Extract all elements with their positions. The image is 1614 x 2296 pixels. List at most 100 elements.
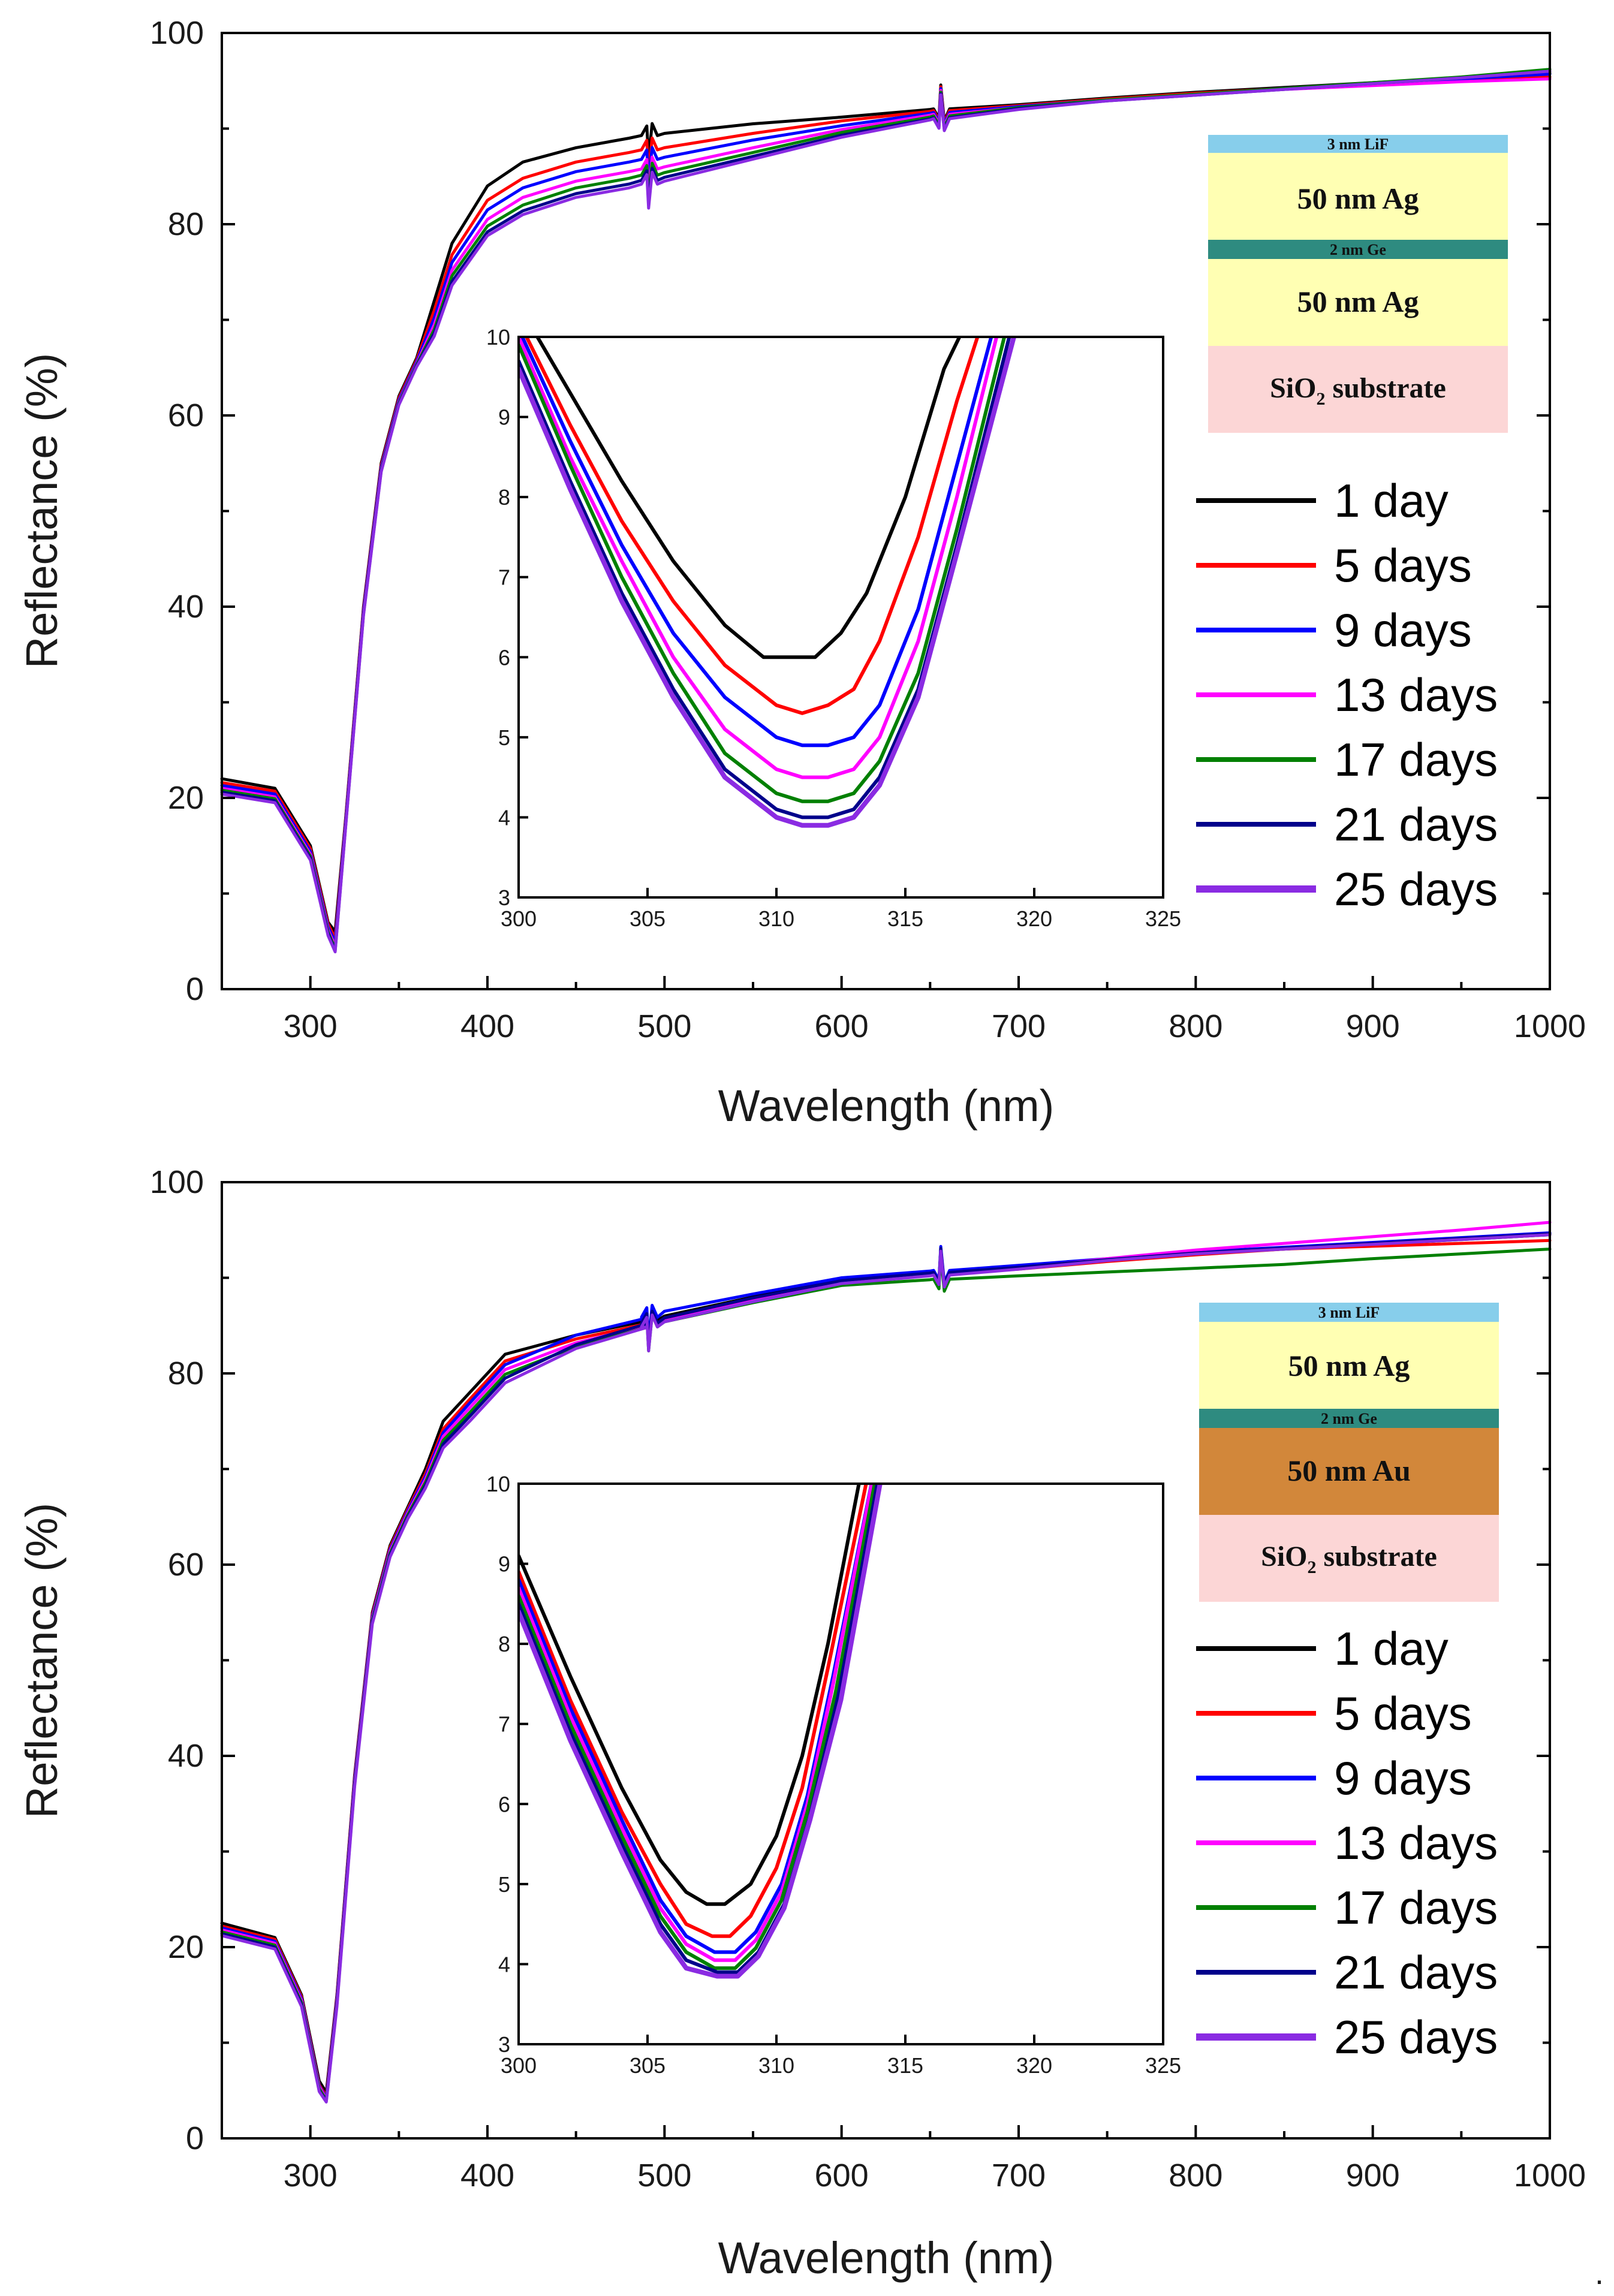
y-tick-label: 60: [168, 397, 204, 433]
x-tick-label: 1000: [1514, 1008, 1586, 1044]
layer-ge-top: [1208, 240, 1508, 259]
legend-label-5: 17 days: [1334, 733, 1498, 786]
layer-substrate-label-bottom: SiO2 substrate: [1261, 1541, 1437, 1577]
inset-y-tick-label: 8: [498, 1632, 510, 1656]
inset-y-tick-label: 7: [498, 1712, 510, 1737]
y-tick-label: 40: [168, 1738, 204, 1774]
inset-series-group-top: [519, 337, 1017, 828]
inset-y-tick-label: 4: [498, 805, 510, 830]
y-tick-label: 80: [168, 206, 204, 242]
inset-x-tick-label: 310: [758, 2053, 794, 2078]
inset-series-line-5: [519, 337, 1007, 803]
inset-y-tick-label: 6: [498, 645, 510, 670]
inset-y-tick-label: 4: [498, 1952, 510, 1976]
layer-substrate-bottom: [1199, 1515, 1499, 1602]
inset-x-tick-label: 320: [1016, 906, 1052, 931]
inset-series-group-bottom: [519, 1484, 883, 1979]
y-tick-label: 20: [168, 1929, 204, 1965]
layer-stack-bottom: 3 nm LiF 50 nm Ag 2 nm Ge 50 nm Au SiO2 …: [1199, 1303, 1499, 1602]
axis-ticks-bottom: 300 400 500 600 700 800 900 1000 0 20 40 60 80 100: [150, 1164, 1586, 2193]
inset-series-line-1: [519, 1484, 861, 1906]
inset-series-line-4: [519, 1484, 874, 1962]
layer-ge-label-top: 2 nm Ge: [1330, 241, 1386, 258]
layer-ag-label-bottom: 50 nm Ag: [1288, 1349, 1410, 1382]
layer-ag1-label-top: 50 nm Ag: [1297, 182, 1419, 215]
footer-mark: .: [1595, 2255, 1604, 2291]
legend-label-7: 25 days: [1334, 2011, 1498, 2063]
legend-label-1: 1 day: [1334, 1622, 1449, 1675]
panel-top: 300 400 500 600 700 800 900 1000 0 20 40 60 80 100 Wa…: [17, 15, 1586, 1131]
inset-y-tick-label: 10: [486, 325, 510, 349]
layer-lif-top: [1208, 135, 1508, 153]
inset-series-line-2: [524, 337, 980, 715]
series-line-7: [220, 1233, 1552, 2104]
panel-bottom: 300 400 500 600 700 800 900 1000 0 20 40 60 80 100 Wa…: [17, 1164, 1586, 2283]
inset-y-tick-label: 3: [498, 885, 510, 910]
legend-label-4: 13 days: [1334, 668, 1498, 721]
legend-label-6: 21 days: [1334, 1946, 1498, 1999]
inset-y-tick-label: 7: [498, 565, 510, 590]
legend-label-4: 13 days: [1334, 1816, 1498, 1869]
x-tick-label: 300: [284, 1008, 338, 1044]
x-tick-label: 700: [992, 2158, 1046, 2193]
inset-top: 300 305 310 315 320 325 3 4 5 6 7 8 9 10: [486, 325, 1181, 931]
inset-frame-top: [517, 336, 1164, 899]
inset-series-line-5: [519, 1484, 877, 1970]
legend-label-6: 21 days: [1334, 798, 1498, 851]
main-series-group-top: [220, 68, 1552, 954]
inset-series-clip: [519, 337, 1017, 828]
inset-y-tick-label: 5: [498, 1872, 510, 1897]
layer-ge-bottom: [1199, 1409, 1499, 1428]
legend-bottom: 1 day 5 days 9 days 13 days 17 days 21 days 25…: [1196, 1622, 1498, 2063]
layer-ag-bottom: [1199, 1322, 1499, 1409]
y-tick-label: 80: [168, 1355, 204, 1391]
inset-series-line-1: [535, 337, 962, 659]
y-tick-label: 100: [150, 15, 204, 51]
inset-bottom: 300 305 310 315 320 325 3 4 5 6 7 8 9 10: [486, 1472, 1181, 2078]
layer-ag1-top: [1208, 153, 1508, 240]
inset-series-line-4: [519, 337, 999, 779]
axis-ticks-top: 300 400 500 600 700 800 900 1000 0 20 40 60 80 100: [150, 15, 1586, 1044]
x-tick-label: 800: [1169, 1008, 1222, 1044]
layer-au-bottom: [1199, 1428, 1499, 1515]
inset-y-tick-label: 3: [498, 2032, 510, 2057]
inset-x-tick-label: 305: [630, 906, 666, 931]
legend-top: 1 day 5 days 9 days 13 days 17 days 21 days 25…: [1196, 474, 1498, 915]
inset-ticks-top: 300 305 310 315 320 325 3 4 5 6 7 8 9 10: [486, 325, 1181, 931]
x-axis-title-top: Wavelength (nm): [718, 1081, 1055, 1131]
x-tick-label: 1000: [1514, 2158, 1586, 2193]
y-tick-label: 40: [168, 589, 204, 625]
inset-x-tick-label: 315: [887, 2053, 923, 2078]
inset-y-tick-label: 5: [498, 725, 510, 750]
y-tick-label: 60: [168, 1547, 204, 1583]
inset-x-tick-label: 300: [501, 2053, 537, 2078]
legend-label-3: 9 days: [1334, 604, 1472, 656]
inset-x-tick-label: 305: [630, 2053, 666, 2078]
y-tick-label: 20: [168, 780, 204, 816]
inset-ticks-bottom: 300 305 310 315 320 325 3 4 5 6 7 8 9 10: [486, 1472, 1181, 2078]
inset-y-tick-label: 10: [486, 1472, 510, 1496]
inset-series-clip: [519, 1484, 883, 1979]
inset-series-line-2: [519, 1484, 868, 1938]
inset-series-line-7: [519, 1484, 883, 1979]
y-tick-label: 0: [186, 971, 204, 1007]
y-tick-label: 0: [186, 2120, 204, 2156]
legend-label-3: 9 days: [1334, 1752, 1472, 1804]
inset-y-tick-label: 6: [498, 1792, 510, 1816]
inset-x-tick-label: 300: [501, 906, 537, 931]
legend-label-2: 5 days: [1334, 539, 1472, 592]
inset-series-line-3: [520, 337, 993, 748]
x-tick-label: 900: [1346, 1008, 1400, 1044]
inset-x-tick-label: 325: [1145, 906, 1181, 931]
x-tick-label: 400: [460, 2158, 514, 2193]
series-line-7: [220, 70, 1552, 954]
legend-label-2: 5 days: [1334, 1687, 1472, 1740]
layer-lif-bottom: [1199, 1303, 1499, 1322]
inset-y-tick-label: 9: [498, 1552, 510, 1577]
layer-au-label-bottom: 50 nm Au: [1287, 1454, 1411, 1487]
x-tick-label: 500: [637, 1008, 691, 1044]
legend-label-1: 1 day: [1334, 474, 1449, 527]
inset-frame-bottom: [517, 1483, 1164, 2045]
legend-label-7: 25 days: [1334, 863, 1498, 915]
